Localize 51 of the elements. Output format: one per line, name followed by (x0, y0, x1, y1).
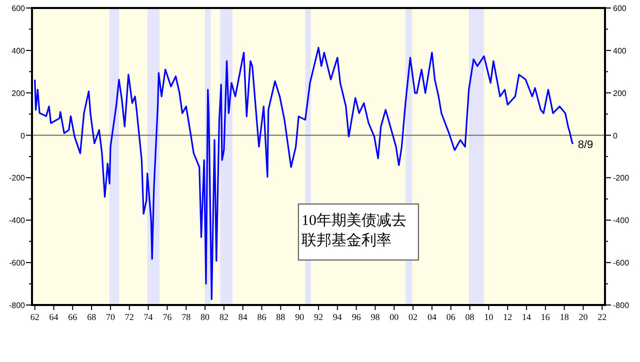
x-tick-label: 90 (295, 312, 305, 322)
x-tick-label: 14 (522, 312, 532, 322)
y-tick-label: 0 (20, 131, 26, 140)
annotation: 10年期美债减去 (301, 212, 406, 230)
x-tick-label: 00 (390, 312, 400, 322)
x-tick-label: 82 (219, 312, 228, 322)
y2-tick-label: -200 (613, 174, 630, 183)
x-tick-label: 68 (87, 312, 97, 322)
x-tick-label: 20 (578, 312, 588, 322)
x-tick-label: 78 (182, 312, 192, 322)
y2-tick-label: 0 (613, 131, 618, 140)
x-tick-label: 72 (124, 312, 134, 322)
x-tick-label: 96 (352, 312, 362, 322)
x-tick-label: 86 (257, 312, 267, 322)
y-tick-label: -200 (8, 174, 26, 183)
y-tick-label: 600 (12, 4, 26, 13)
x-tick-label: 88 (276, 312, 286, 322)
x-tick-label: 92 (314, 312, 323, 322)
x-tick-label: 22 (598, 312, 607, 322)
y2-tick-label: 600 (613, 4, 627, 13)
line-series (34, 46, 574, 300)
x-tick-label: 16 (540, 312, 550, 322)
x-tick-label: 62 (30, 312, 40, 322)
annotation: 联邦基金利率 (301, 232, 392, 250)
y-tick-label: -800 (8, 301, 26, 310)
x-tick-label: 10 (484, 312, 494, 322)
x-tick-label: 84 (238, 312, 248, 322)
x-tick-label: 02 (408, 312, 418, 322)
y-tick-label: 400 (12, 46, 26, 56)
x-tick-label: 64 (49, 312, 59, 322)
x-tick-label: 98 (370, 312, 380, 322)
x-tick-label: 76 (162, 312, 172, 322)
y2-tick-label: -800 (613, 301, 630, 310)
y-tick-label: -400 (8, 216, 26, 226)
annotation: 8/9 (578, 138, 594, 151)
x-tick-label: 70 (106, 312, 116, 322)
x-tick-label: 74 (144, 312, 154, 322)
x-tick-label: 66 (68, 312, 78, 322)
y-tick-label: -600 (8, 258, 26, 268)
y2-tick-label: -600 (613, 258, 630, 268)
y2-tick-label: 400 (613, 46, 627, 56)
x-tick-label: 06 (446, 312, 456, 322)
y2-tick-label: -400 (613, 216, 630, 226)
x-tick-label: 80 (200, 312, 210, 322)
x-tick-label: 04 (427, 312, 437, 322)
y2-tick-label: 200 (613, 88, 627, 98)
x-tick-label: 18 (560, 312, 570, 322)
x-tick-label: 08 (465, 312, 475, 322)
y-tick-label: 200 (12, 88, 26, 98)
x-tick-label: 94 (332, 312, 342, 322)
x-tick-label: 12 (503, 312, 512, 322)
